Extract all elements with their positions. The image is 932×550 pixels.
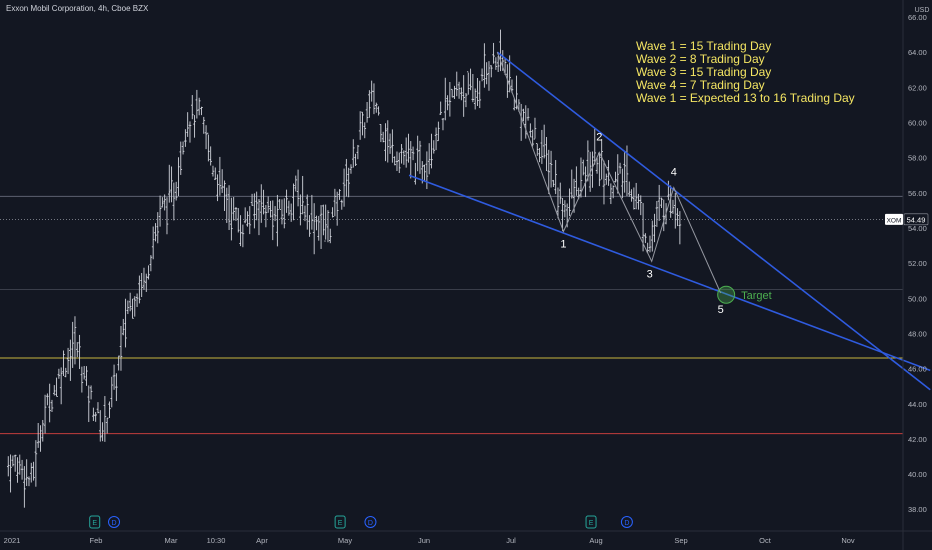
earnings-marker-label: E (92, 520, 97, 527)
target-label: Target (741, 290, 772, 302)
currency-label: USD (915, 7, 930, 14)
y-tick-label: 42.00 (908, 435, 927, 444)
y-tick-label: 44.00 (908, 400, 927, 409)
symbol-tag-label: XOM (887, 217, 902, 224)
x-tick-label: Oct (759, 536, 772, 545)
x-tick-label: Nov (841, 536, 855, 545)
y-tick-label: 56.00 (908, 189, 927, 198)
wave-label: 4 (671, 167, 677, 179)
x-tick-label: 2021 (4, 536, 21, 545)
y-tick-label: 52.00 (908, 259, 927, 268)
earnings-marker-label: E (338, 520, 343, 527)
earnings-marker-label: E (589, 520, 594, 527)
y-tick-label: 66.00 (908, 13, 927, 22)
earnings-marker (89, 515, 101, 529)
chart-title: Exxon Mobil Corporation, 4h, Cboe BZX (6, 4, 149, 13)
y-tick-label: 62.00 (908, 83, 927, 92)
x-tick-label: Sep (674, 536, 687, 545)
trendline (408, 174, 931, 372)
symbol-tag (885, 213, 903, 225)
target-marker (717, 285, 736, 304)
x-tick-label: Jun (418, 536, 430, 545)
y-tick-label: 58.00 (908, 154, 927, 163)
wave-label: 2 (596, 131, 602, 143)
y-tick-label: 48.00 (908, 329, 927, 338)
y-tick-label: 40.00 (908, 470, 927, 479)
x-tick-label: Aug (589, 536, 602, 545)
earnings-marker (334, 515, 346, 529)
x-tick-label: Mar (165, 536, 178, 545)
annotation-line: Wave 1 = Expected 13 to 16 Trading Day (636, 91, 855, 105)
dividend-marker (364, 516, 377, 528)
wave-annotations: Wave 1 = 15 Trading Day Wave 2 = 8 Tradi… (636, 40, 855, 105)
y-tick-label: 50.00 (908, 294, 927, 303)
wave-label: 5 (718, 304, 724, 316)
wave-label: 1 (560, 238, 566, 250)
annotation-line: Wave 1 = 15 Trading Day (636, 39, 772, 53)
annotation-line: Wave 2 = 8 Trading Day (636, 52, 765, 66)
annotation-line: Wave 3 = 15 Trading Day (636, 65, 772, 79)
last-price-tag (903, 213, 929, 226)
last-price-label: 54.49 (907, 215, 926, 224)
dividend-marker-label: D (368, 520, 373, 527)
trendline (496, 51, 931, 391)
wave-label: 3 (647, 268, 653, 280)
dividend-marker-label: D (111, 520, 116, 527)
y-tick-label: 54.00 (908, 224, 927, 233)
x-tick-label: Apr (256, 536, 268, 545)
earnings-marker (585, 515, 597, 529)
x-tick-label: Feb (90, 536, 103, 545)
y-tick-label: 38.00 (908, 505, 927, 514)
x-tick-label: Jul (506, 536, 516, 545)
annotation-line: Wave 4 = 7 Trading Day (636, 78, 765, 92)
x-tick-label: May (338, 536, 352, 545)
dividend-marker (620, 516, 633, 528)
dividend-marker (108, 516, 121, 528)
dividend-marker-label: D (624, 520, 629, 527)
wave-path (496, 51, 722, 294)
x-tick-label: 10:30 (207, 536, 226, 545)
y-tick-label: 64.00 (908, 48, 927, 57)
y-tick-label: 46.00 (908, 365, 927, 374)
y-tick-label: 60.00 (908, 118, 927, 127)
